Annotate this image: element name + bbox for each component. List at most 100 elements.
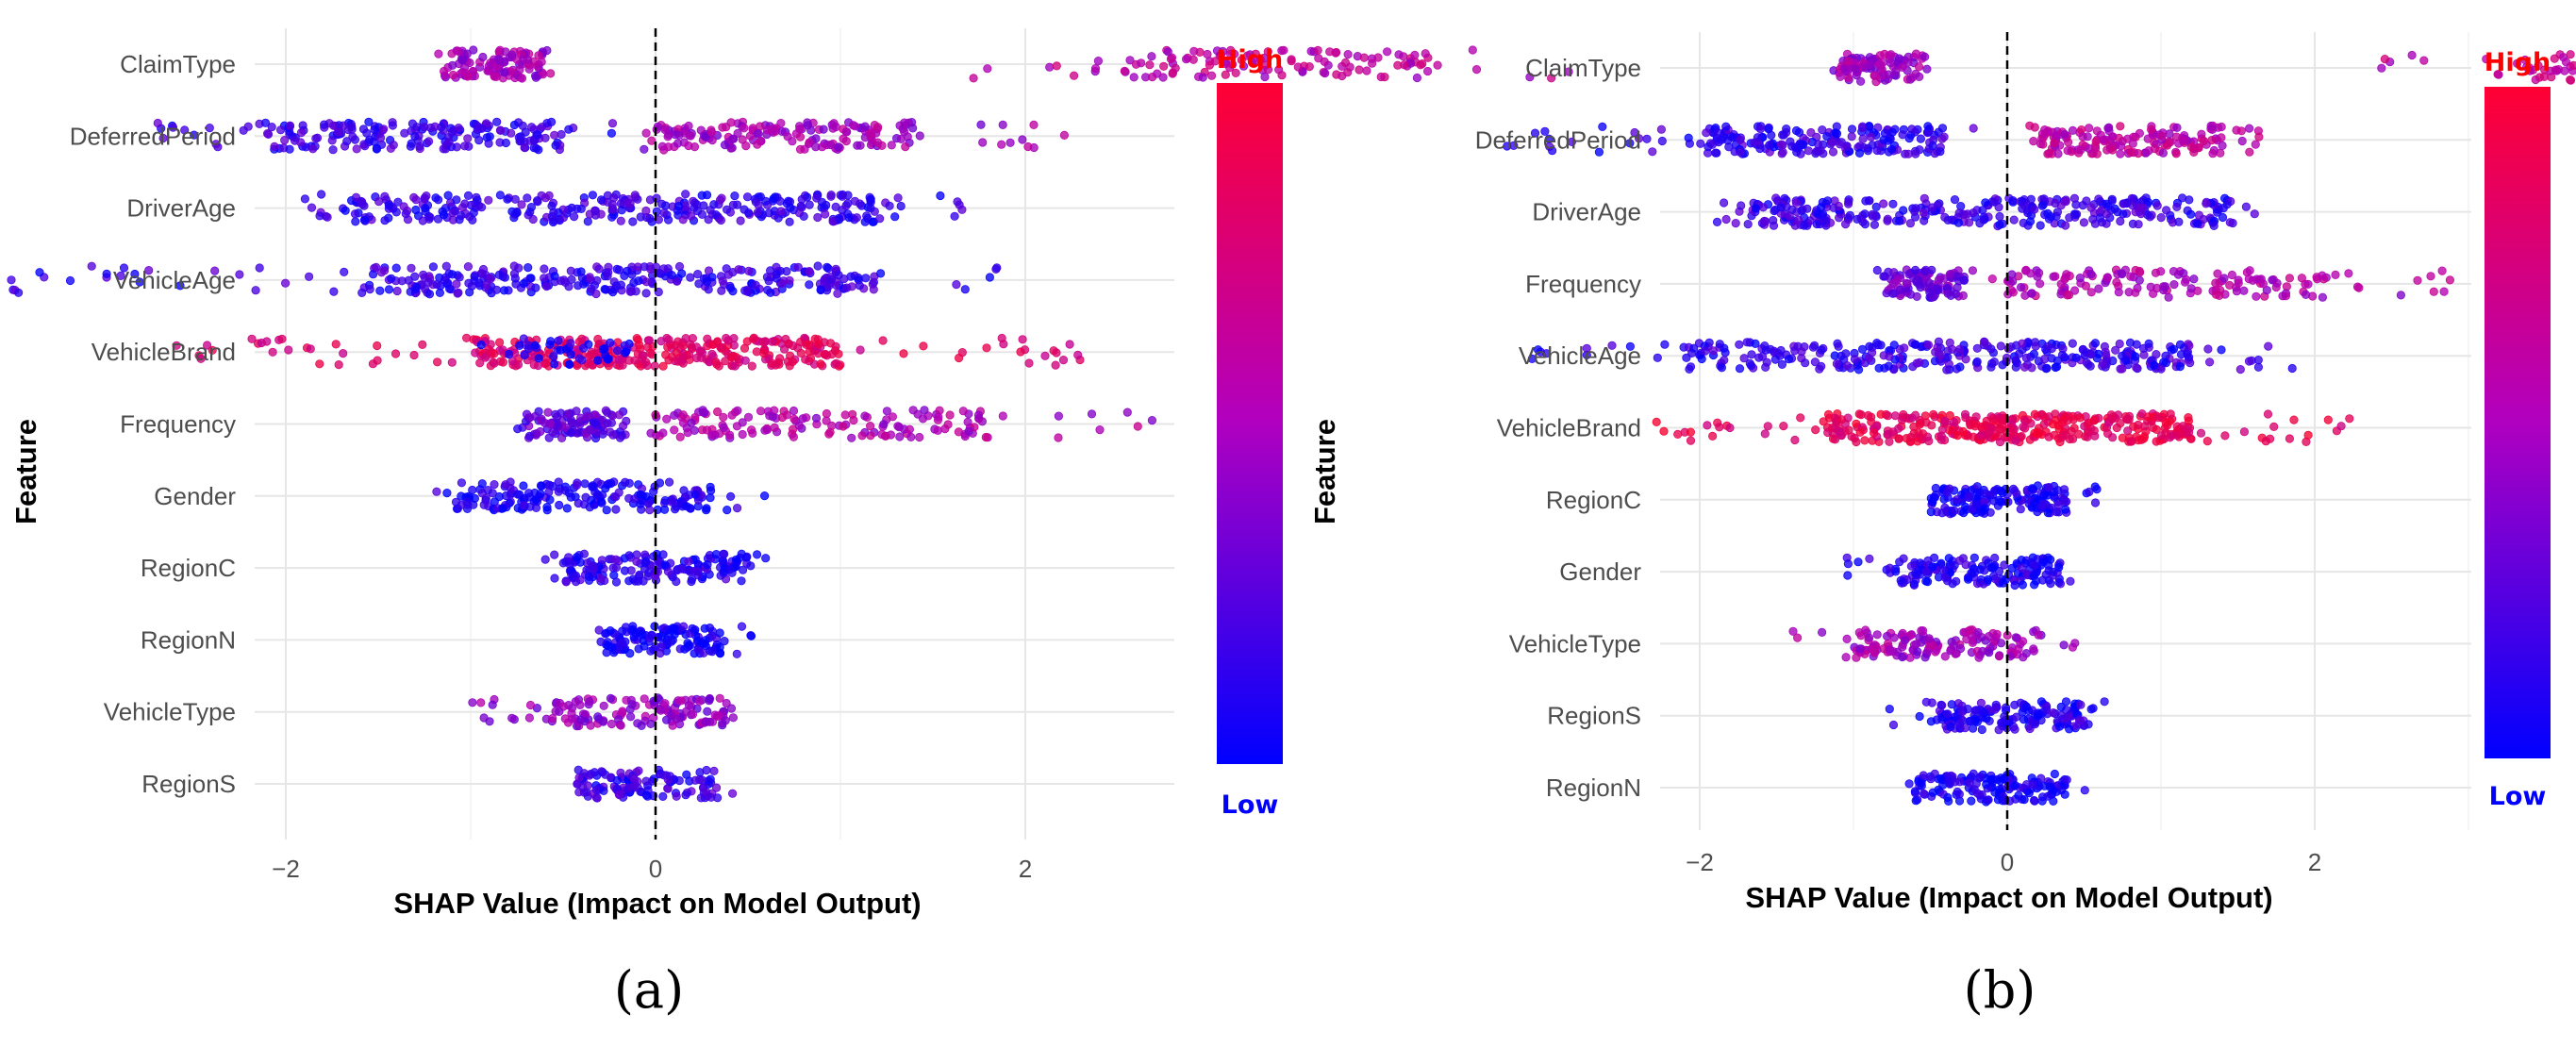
shap-point (667, 270, 676, 280)
shap-point (663, 215, 673, 225)
shap-point (2241, 202, 2251, 211)
shap-point (1005, 138, 1015, 147)
shap-point (1942, 488, 1952, 497)
shap-point (1954, 276, 1964, 286)
shap-point (2118, 351, 2127, 360)
shap-point (1824, 413, 1835, 423)
shap-point (674, 130, 684, 140)
shap-point (676, 696, 686, 706)
shap-point (1354, 65, 1364, 75)
shap-point (520, 142, 529, 153)
shap-point (1735, 340, 1744, 349)
shap-point (1972, 500, 1982, 509)
shap-point (2061, 197, 2070, 207)
shap-point (740, 343, 750, 353)
shap-point (2116, 122, 2125, 131)
shap-point (566, 428, 576, 438)
shap-point (2092, 484, 2102, 494)
shap-point (444, 284, 455, 293)
shap-point (2174, 217, 2184, 226)
shap-point (2220, 431, 2230, 441)
shap-point (695, 696, 705, 707)
shap-point (1972, 357, 1982, 367)
shap-point (1708, 346, 1719, 356)
shap-point (442, 488, 452, 498)
shap-point (415, 141, 424, 151)
shap-point (805, 340, 814, 349)
shap-point (1934, 337, 1943, 346)
shap-point (536, 481, 546, 491)
shap-point (624, 493, 634, 504)
shap-point (2206, 121, 2216, 131)
shap-point (14, 288, 24, 297)
shap-point (1894, 424, 1903, 433)
shap-point (1955, 344, 1965, 354)
shap-point (1790, 435, 1800, 445)
shap-point (798, 414, 807, 424)
shap-point (87, 261, 96, 271)
shap-point (915, 432, 924, 442)
shap-point (277, 334, 287, 343)
shap-point (2108, 433, 2118, 442)
shap-point (530, 411, 540, 421)
shap-point (677, 269, 687, 278)
shap-point (703, 559, 712, 570)
shap-point (1888, 289, 1898, 298)
shap-point (557, 433, 567, 442)
shap-point (771, 192, 780, 202)
shap-point (1923, 576, 1933, 587)
shap-point (1159, 61, 1169, 71)
shap-point (484, 195, 493, 205)
shap-point (2215, 291, 2224, 300)
shap-point (726, 352, 737, 362)
shap-point (1884, 70, 1893, 79)
shap-point (2036, 279, 2045, 289)
shap-point (693, 269, 703, 279)
shap-point (1423, 66, 1433, 76)
shap-point (1468, 45, 1477, 55)
shap-point (475, 358, 485, 368)
shap-point (513, 490, 523, 499)
shap-point (348, 132, 357, 141)
shap-point (1274, 65, 1284, 75)
shap-point (694, 279, 704, 289)
shap-point (636, 212, 645, 222)
shap-point (624, 551, 634, 560)
shap-point (551, 141, 560, 150)
shap-point (1731, 219, 1740, 228)
shap-point (555, 707, 564, 717)
shap-point (2205, 358, 2215, 367)
shap-point (1965, 218, 1974, 227)
shap-point (985, 273, 995, 282)
shap-point (312, 133, 323, 142)
shap-point (607, 128, 617, 138)
shap-point (761, 196, 771, 206)
shap-point (1168, 69, 1177, 78)
shap-point (2008, 196, 2018, 206)
shap-point (1657, 136, 1667, 146)
shap-point (251, 286, 260, 295)
shap-point (507, 128, 516, 138)
shap-point (323, 212, 332, 222)
shap-point (866, 197, 875, 207)
shap-point (645, 213, 655, 224)
shap-point (2161, 419, 2170, 428)
shap-point (591, 785, 601, 794)
shap-point (550, 130, 559, 140)
shap-point (1981, 198, 1990, 208)
shap-point (1811, 424, 1820, 435)
shap-point (777, 412, 788, 423)
shap-point (593, 356, 603, 365)
shap-point (2158, 148, 2168, 158)
shap-point (307, 203, 317, 212)
shap-point (2194, 143, 2203, 153)
shap-point (351, 192, 361, 202)
shap-point (2136, 209, 2146, 219)
shap-point (822, 200, 831, 210)
shap-point (637, 721, 646, 731)
shap-point (411, 282, 422, 291)
shap-point (562, 504, 572, 513)
shap-point (601, 484, 610, 493)
shap-point (1930, 553, 1939, 563)
shap-point (894, 423, 904, 432)
